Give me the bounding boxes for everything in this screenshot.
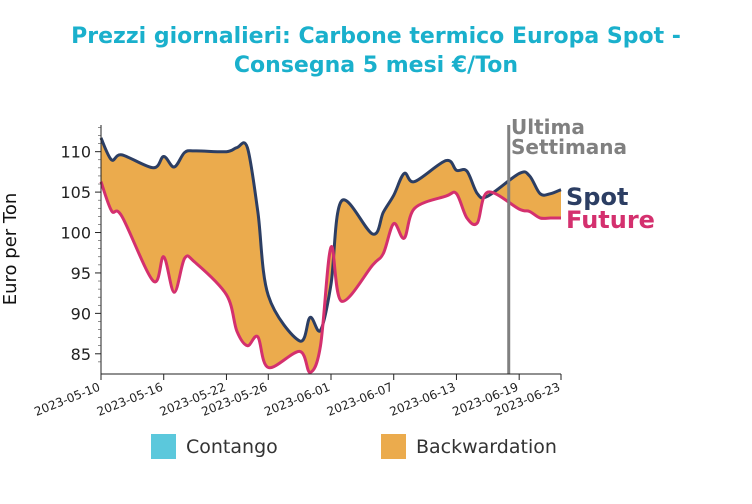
y-tick-label: 100 — [60, 224, 91, 243]
legend: Contango Backwardation — [151, 434, 557, 459]
series-label-future: Future — [566, 206, 655, 234]
chart-title-line-2: Consegna 5 mesi €/Ton — [233, 53, 519, 78]
y-tick-label: 90 — [71, 304, 91, 323]
spread-fill-group — [101, 137, 561, 373]
chart-title: Prezzi giornalieri: Carbone termico Euro… — [0, 22, 752, 80]
y-tick-label: 105 — [60, 183, 91, 202]
legend-label-backwardation: Backwardation — [416, 436, 557, 458]
spread-fill-backwardation — [101, 137, 561, 373]
chart-title-line-1: Prezzi giornalieri: Carbone termico Euro… — [71, 24, 681, 49]
series-label-spot: Spot — [566, 183, 628, 211]
series-line-future — [99, 181, 561, 374]
x-tick-label: 2023-06-01 — [262, 380, 332, 419]
y-tick-label: 85 — [71, 345, 91, 364]
y-tick-label: 110 — [60, 143, 91, 162]
y-axis-label: Euro per Ton — [0, 193, 21, 306]
series-lines — [99, 137, 562, 374]
x-tick-label: 2023-05-10 — [32, 380, 102, 419]
x-tick-label: 2023-06-13 — [388, 380, 458, 419]
legend-swatch-backwardation — [381, 434, 406, 459]
last-week-label-line-1: Ultima — [511, 115, 585, 139]
y-tick-label: 95 — [71, 264, 91, 283]
x-tick-label: 2023-05-16 — [95, 380, 165, 419]
legend-swatch-contango — [151, 434, 176, 459]
last-week-label-line-2: Settimana — [511, 135, 627, 159]
legend-label-contango: Contango — [186, 436, 278, 458]
x-tick-label: 2023-06-07 — [325, 380, 395, 419]
